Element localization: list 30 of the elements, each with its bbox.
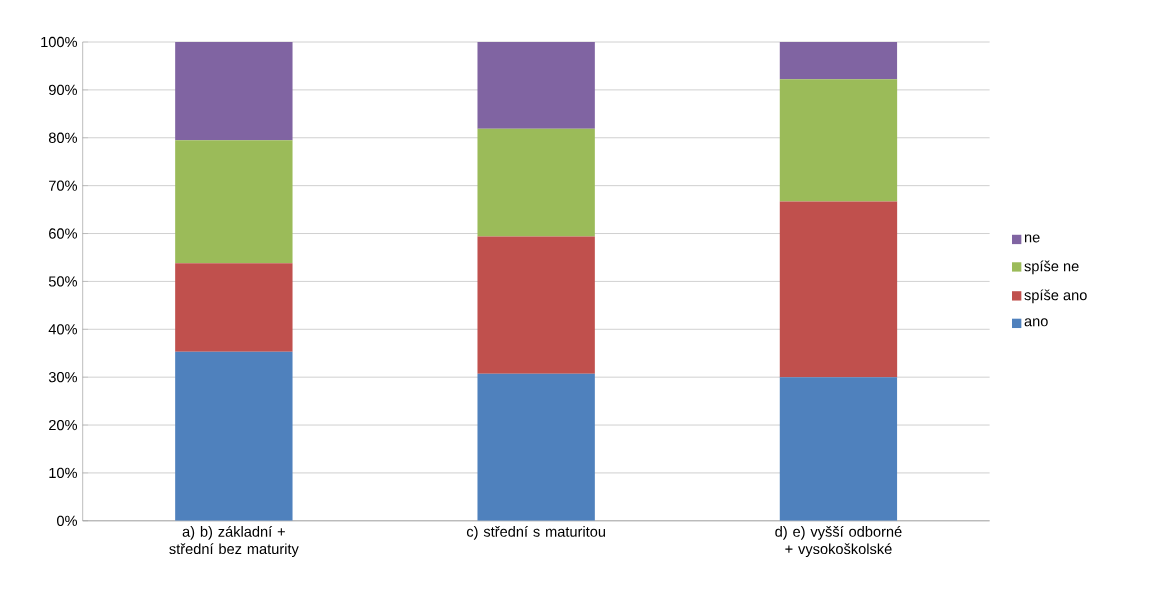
y-tick-label: 20%: [49, 419, 78, 431]
bar: [175, 351, 293, 521]
y-tick-label: 70%: [49, 180, 78, 191]
y-tick-label: 30%: [48, 372, 78, 383]
legend-label: ano: [1024, 318, 1048, 327]
bar: [477, 373, 595, 521]
legend-label: spíše ano: [1024, 289, 1087, 304]
x-tick-label: a) b) základní + střední bez maturity: [169, 526, 299, 558]
bar: [779, 79, 898, 202]
y-tick-label: 60%: [49, 228, 78, 239]
bar: [779, 201, 898, 378]
bar: [175, 263, 293, 352]
bar: [477, 236, 595, 374]
x-tick-label: c) střední s maturitou: [466, 526, 606, 540]
bar: [175, 140, 293, 264]
legend-label: ne: [1024, 234, 1040, 243]
y-tick-label: 0%: [57, 515, 78, 527]
bar: [477, 42, 595, 129]
bar: [477, 128, 595, 237]
bar: [779, 377, 898, 521]
bar: [175, 42, 293, 141]
x-tick-label: d) e) vyšší odborné + vysokoškolské: [775, 526, 902, 558]
y-tick-label: 40%: [48, 324, 78, 335]
legend-label: spíše ne: [1024, 260, 1079, 275]
y-tick-label: 80%: [48, 132, 78, 144]
y-tick-label: 90%: [49, 84, 78, 96]
y-tick-label: 50%: [48, 276, 78, 287]
y-tick-label: 100%: [41, 36, 78, 48]
bar: [779, 42, 898, 80]
y-tick-label: 10%: [49, 467, 78, 479]
